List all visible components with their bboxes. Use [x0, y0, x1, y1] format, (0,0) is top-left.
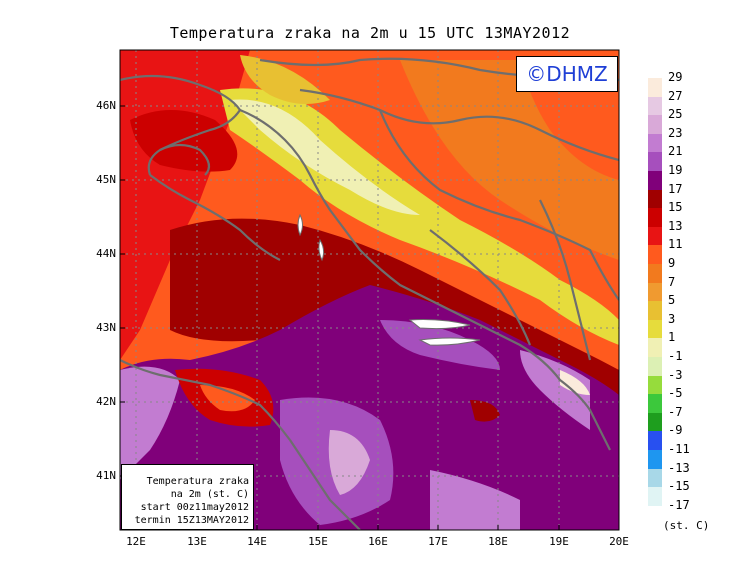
legend-label: 13 — [668, 218, 683, 233]
lon-label: 17E — [428, 535, 448, 548]
info-line: termin 15Z13MAY2012 — [134, 515, 249, 526]
legend-swatch — [648, 133, 662, 153]
info-box: Temperatura zraka na 2m (st. C) start 00… — [121, 464, 254, 530]
legend-label: -3 — [668, 367, 683, 382]
legend-label: -1 — [668, 349, 683, 363]
legend-swatch — [648, 78, 662, 97]
lon-label: 13E — [187, 535, 207, 548]
legend-label: 17 — [668, 181, 683, 196]
legend-swatch — [648, 282, 662, 302]
legend-swatch — [648, 450, 662, 469]
lat-label: 46N — [96, 99, 116, 112]
legend-swatch — [648, 394, 662, 413]
legend-swatch — [648, 226, 662, 246]
info-line: start 00z11may2012 — [140, 502, 249, 513]
legend-swatch — [648, 468, 662, 488]
legend-swatch — [648, 319, 662, 339]
legend-swatch — [648, 431, 662, 450]
legend-swatch — [648, 152, 662, 171]
legend-swatch — [648, 208, 662, 227]
legend-label: 19 — [668, 163, 683, 177]
legend-label: 25 — [668, 107, 683, 122]
lon-label: 15E — [308, 535, 328, 548]
lon-label: 14E — [247, 535, 267, 548]
legend-label: 9 — [668, 256, 676, 270]
lon-label: 19E — [549, 535, 569, 548]
legend-label: 23 — [668, 125, 683, 140]
legend-label: -5 — [668, 386, 683, 401]
legend-swatch — [648, 245, 662, 264]
legend-swatch — [648, 264, 662, 283]
temperature-field — [120, 50, 619, 530]
legend-label: 29 — [668, 70, 683, 84]
legend-label: 11 — [668, 237, 683, 252]
lon-label: 18E — [488, 535, 508, 548]
legend-label: 27 — [668, 88, 683, 103]
legend-label: -7 — [668, 404, 683, 419]
legend-swatch — [648, 189, 662, 209]
legend-label: 5 — [668, 293, 676, 308]
legend-label: -17 — [668, 497, 690, 512]
legend-swatch — [648, 375, 662, 395]
legend-swatch — [648, 96, 662, 116]
lat-label: 42N — [96, 395, 116, 408]
legend-label: -11 — [668, 442, 690, 456]
info-line: Temperatura zraka — [146, 476, 249, 487]
legend-swatch — [648, 115, 662, 134]
legend-swatch — [648, 487, 662, 506]
info-line: na 2m (st. C) — [170, 489, 249, 500]
legend-label: 21 — [668, 144, 683, 159]
legend-swatch — [648, 301, 662, 320]
lon-label: 20E — [609, 535, 629, 548]
legend-label: -13 — [668, 460, 690, 475]
legend-swatch — [648, 412, 662, 432]
legend-swatch — [648, 338, 662, 357]
map-title: Temperatura zraka na 2m u 15 UTC 13MAY20… — [169, 24, 571, 42]
legend-label: 7 — [668, 274, 676, 289]
legend-label: -9 — [668, 423, 683, 438]
lat-label: 45N — [96, 173, 116, 186]
lon-label: 16E — [368, 535, 388, 548]
legend-label: -15 — [668, 479, 690, 494]
lat-label: 43N — [96, 321, 116, 334]
legend-swatch — [648, 171, 662, 190]
lon-label: 12E — [126, 535, 146, 548]
dhmz-watermark: ©DHMZ — [516, 56, 618, 92]
legend-swatch — [648, 357, 662, 376]
map-border — [119, 49, 620, 531]
legend-label: 15 — [668, 200, 683, 215]
legend-label: 1 — [668, 330, 676, 345]
legend-label: 3 — [668, 311, 676, 326]
legend-unit: (st. C) — [663, 519, 710, 532]
lat-label: 41N — [96, 469, 116, 482]
lat-label: 44N — [96, 247, 116, 260]
